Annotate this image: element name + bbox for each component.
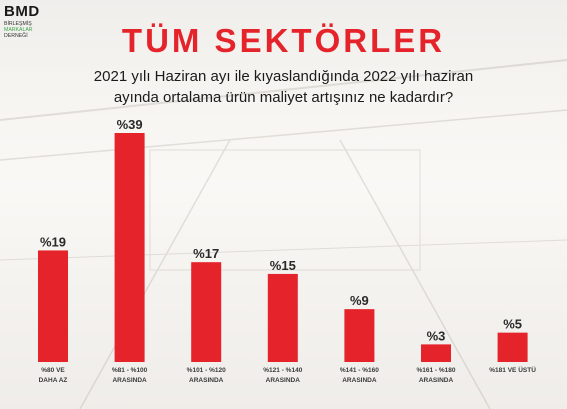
x-tick-label: ARASINDA [189, 377, 224, 384]
logo-sub-line3: DERNEĞİ [4, 33, 28, 39]
logo-sub-line2: MARKALAR [4, 27, 33, 33]
bar [267, 273, 298, 362]
bar [38, 250, 68, 362]
bar [114, 133, 145, 362]
x-tick-label: ARASINDA [342, 377, 377, 384]
bar [497, 332, 528, 362]
logo-sub-line1: BİRLEŞMİŞ [4, 21, 32, 27]
bar [191, 262, 222, 362]
bar [344, 309, 375, 362]
bar-value-label: %17 [193, 246, 219, 261]
logo: BMD BİRLEŞMİŞ MARKALAR DERNEĞİ [4, 4, 64, 39]
bar-value-label: %39 [117, 117, 143, 132]
bar [421, 344, 451, 362]
x-tick-label: DAHA AZ [39, 377, 68, 384]
x-tick-label: %141 - %160 [340, 367, 379, 374]
bar-value-label: %9 [350, 293, 369, 308]
x-tick-label: ARASINDA [419, 377, 454, 384]
chart-title: TÜM SEKTÖRLER [121, 22, 446, 59]
x-tick-label: %121 - %140 [263, 367, 302, 374]
bar-value-label: %15 [270, 258, 296, 273]
logo-subtitle: BİRLEŞMİŞ MARKALAR DERNEĞİ [4, 21, 64, 39]
subtitle-line2: ayında ortalama ürün maliyet artışınız n… [113, 89, 454, 106]
bar-value-label: %3 [427, 328, 446, 343]
chart-subtitle: 2021 yılı Haziran ayı ile kıyaslandığınd… [40, 66, 527, 108]
x-tick-label: ARASINDA [266, 377, 301, 384]
x-tick-label: ARASINDA [112, 377, 147, 384]
x-tick-label: %101 - %120 [187, 367, 226, 374]
x-tick-label: %80 VE [41, 367, 65, 374]
x-tick-label: %161 - %180 [416, 367, 455, 374]
logo-name: BMD [4, 3, 40, 20]
bar-value-label: %5 [503, 317, 522, 332]
x-tick-label: %181 VE ÜSTÜ [489, 365, 536, 374]
bar-value-label: %19 [40, 234, 66, 249]
subtitle-line1: 2021 yılı Haziran ayı ile kıyaslandığınd… [93, 68, 474, 85]
x-tick-label: %81 - %100 [112, 367, 148, 374]
